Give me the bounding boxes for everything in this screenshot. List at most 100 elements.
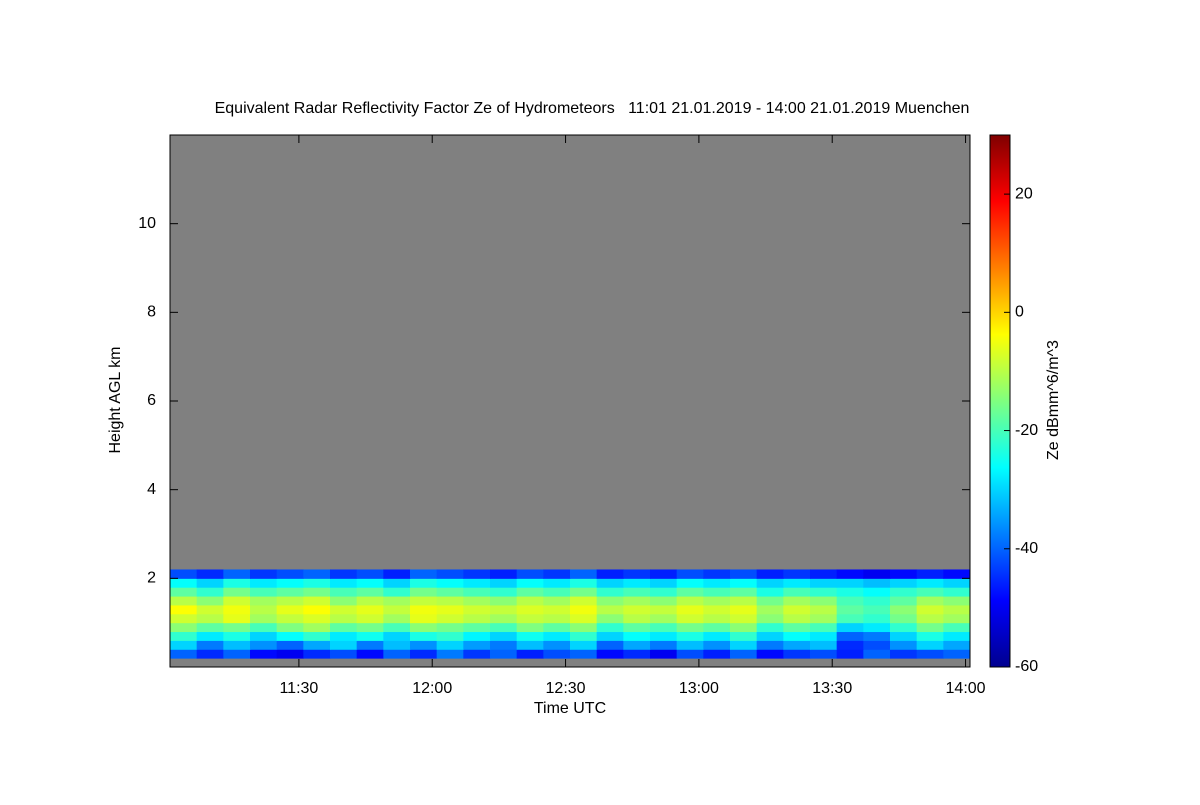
heat-cell (703, 578, 731, 588)
heat-cell (223, 596, 251, 606)
heat-cell (703, 596, 731, 606)
heat-cell (276, 622, 304, 633)
colorbar-tick-label: 0 (1015, 304, 1024, 321)
heat-cell (303, 569, 331, 579)
heat-cell (783, 587, 811, 597)
heat-cell (276, 596, 304, 606)
heat-cell (436, 587, 464, 597)
heat-cell (890, 604, 918, 615)
heat-cell (756, 604, 784, 615)
heat-cell (943, 613, 971, 624)
heat-cell (543, 578, 571, 588)
heat-cell (570, 587, 598, 597)
y-tick-label: 6 (147, 392, 156, 409)
heat-cell (623, 578, 651, 588)
heat-cell (410, 587, 438, 597)
heat-cell (436, 604, 464, 615)
heat-cell (250, 649, 278, 659)
heat-cell (463, 631, 491, 641)
colorbar-tick-label: 20 (1015, 185, 1033, 202)
heat-cell (756, 578, 784, 588)
heat-cell (196, 622, 224, 633)
heat-cell (810, 578, 838, 588)
heat-cell (490, 587, 518, 597)
heat-cell (516, 596, 544, 606)
heat-cell (543, 596, 571, 606)
heat-cell (916, 569, 944, 579)
heat-cell (863, 649, 891, 659)
heat-cell (276, 613, 304, 624)
heat-cell (943, 569, 971, 579)
heat-cell (676, 649, 704, 659)
heat-cell (490, 578, 518, 588)
heat-cell (490, 569, 518, 579)
heat-cell (836, 640, 864, 650)
heat-cell (810, 622, 838, 633)
heat-cell (516, 604, 544, 615)
x-tick-label: 12:00 (412, 680, 452, 697)
heat-cell (356, 587, 384, 597)
heat-cell (330, 613, 358, 624)
heat-cell (916, 649, 944, 659)
heat-cell (890, 569, 918, 579)
heat-cell (410, 649, 438, 659)
heat-cell (570, 596, 598, 606)
x-tick-label: 13:30 (812, 680, 852, 697)
heat-cell (330, 596, 358, 606)
heat-cell (890, 640, 918, 650)
heat-cell (756, 622, 784, 633)
heat-cell (410, 613, 438, 624)
colorbar-tick-label: -40 (1015, 540, 1038, 557)
heat-cell (676, 631, 704, 641)
heat-cell (650, 604, 678, 615)
heat-cell (250, 596, 278, 606)
heat-cell (543, 613, 571, 624)
heat-cell (330, 631, 358, 641)
heat-cell (170, 613, 198, 624)
heat-cell (516, 631, 544, 641)
heat-cell (170, 569, 198, 579)
heat-cell (756, 649, 784, 659)
heat-cell (436, 640, 464, 650)
heat-cell (516, 640, 544, 650)
heat-cell (570, 604, 598, 615)
heat-cell (196, 569, 224, 579)
heat-cell (730, 622, 758, 633)
heat-cell (810, 613, 838, 624)
heat-cell (463, 622, 491, 633)
heat-cell (463, 613, 491, 624)
heat-cell (276, 578, 304, 588)
heat-cell (383, 613, 411, 624)
heat-cell (810, 569, 838, 579)
heat-cell (623, 631, 651, 641)
heat-cell (863, 569, 891, 579)
heat-cell (196, 649, 224, 659)
heat-cell (943, 604, 971, 615)
heat-cell (330, 649, 358, 659)
y-tick-label: 2 (147, 570, 156, 587)
heat-cell (250, 569, 278, 579)
x-tick-label: 11:30 (279, 680, 318, 697)
heat-cell (836, 596, 864, 606)
heat-cell (783, 631, 811, 641)
heat-cell (810, 596, 838, 606)
heat-cell (543, 649, 571, 659)
heat-cell (596, 604, 624, 615)
heat-cell (276, 631, 304, 641)
heat-cell (410, 631, 438, 641)
heat-cell (596, 622, 624, 633)
heat-cell (676, 578, 704, 588)
heat-cell (303, 613, 331, 624)
heat-cell (196, 604, 224, 615)
heat-cell (916, 596, 944, 606)
heat-cell (730, 596, 758, 606)
heat-cell (516, 649, 544, 659)
heat-cell (890, 631, 918, 641)
heat-cell (863, 578, 891, 588)
heat-cell (250, 631, 278, 641)
x-tick-label: 14:00 (946, 680, 986, 697)
heat-cell (383, 640, 411, 650)
heat-cell (916, 613, 944, 624)
heat-cell (756, 596, 784, 606)
heat-cell (836, 622, 864, 633)
